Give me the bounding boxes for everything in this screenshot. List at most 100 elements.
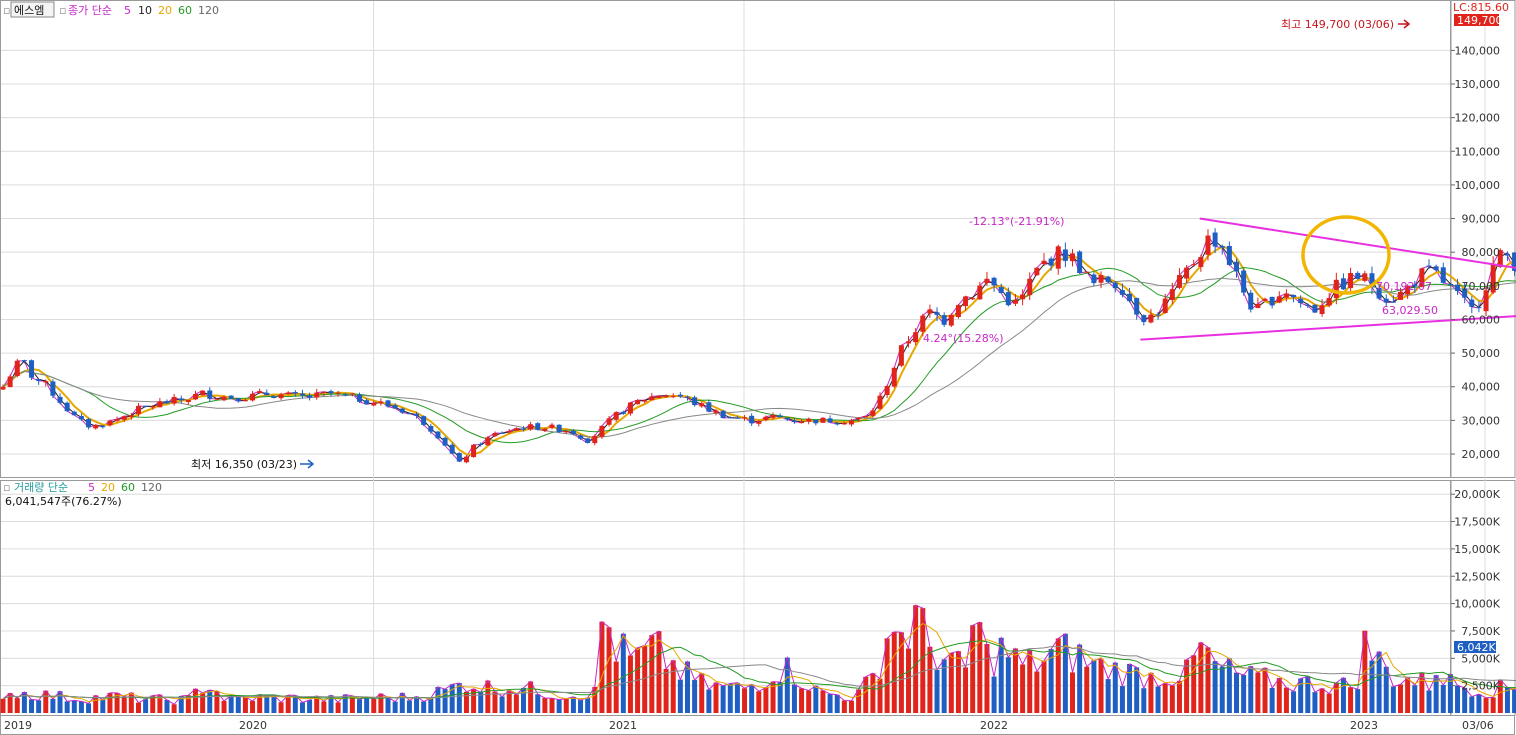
price-tick-label: 90,000 (1462, 213, 1501, 226)
volume-tick-label: 5,000K (1461, 652, 1500, 665)
candle-body (955, 305, 961, 317)
candle-body (463, 456, 469, 463)
candle-body (592, 435, 598, 444)
volume-bar (1219, 666, 1225, 713)
volume-bar (1426, 690, 1432, 713)
volume-bar (1298, 678, 1304, 713)
candle-body (1397, 291, 1403, 300)
candle-body (1455, 284, 1461, 291)
lower-trendline-end: 63,029.50 (1382, 304, 1438, 317)
ma60-label: 60 (178, 4, 192, 17)
volume-bar (1326, 693, 1332, 713)
candle-body (1020, 294, 1026, 300)
volume-bar (542, 698, 548, 713)
candle-body (200, 390, 206, 396)
candle-body (1176, 275, 1182, 288)
volume-bar (749, 684, 755, 713)
volume-tick-label: 20,000K (1454, 488, 1500, 501)
candle-body (528, 424, 534, 430)
candle-body (913, 332, 919, 343)
candle-body (1383, 298, 1389, 303)
candle-body (542, 428, 548, 432)
last-volume-badge-box (1454, 641, 1496, 653)
lower-trendline[interactable] (1140, 309, 1516, 341)
last-volume-text: 6,041,547주(76.27%) (5, 495, 122, 508)
volume-bar (299, 702, 305, 713)
candle-body (1483, 290, 1489, 312)
candle-body (342, 394, 348, 396)
volume-bar (371, 698, 377, 713)
volume-tick-label: 17,500K (1454, 516, 1500, 529)
volume-bar (171, 704, 177, 713)
candle-body (1504, 254, 1510, 256)
candle-body (1077, 251, 1083, 273)
candle-body (1105, 276, 1111, 283)
price-tick-label: 110,000 (1455, 145, 1501, 158)
date-label-2020: 2020 (239, 719, 267, 732)
volume-bar (1198, 642, 1204, 713)
candle-body (506, 431, 512, 433)
vol-ma60-line (2, 640, 1516, 700)
stock-name-box[interactable] (10, 1, 55, 18)
volume-bar (1476, 694, 1482, 713)
volume-bar (677, 679, 683, 713)
volume-bar (1062, 633, 1068, 713)
volume-bar (1041, 660, 1047, 713)
volume-bar (1012, 648, 1018, 713)
upper-trendline[interactable] (1199, 217, 1516, 286)
volume-bar (863, 676, 869, 713)
candle-body (1212, 232, 1218, 247)
volume-bar (78, 701, 84, 713)
legend-bullet-ma: ▫ (59, 4, 66, 17)
price-tick-label: 50,000 (1462, 347, 1501, 360)
volume-bar (563, 698, 569, 713)
high-annotation: 최고 149,700 (03/06) (1281, 18, 1394, 31)
volume-bar (1283, 687, 1289, 713)
volume-bar (763, 687, 769, 713)
volume-bar (813, 685, 819, 713)
candle-body (357, 394, 362, 402)
volume-bar (963, 667, 969, 713)
candle-body (1333, 279, 1339, 299)
price-tick-label: 60,000 (1462, 313, 1501, 326)
candle-body (749, 415, 755, 424)
volume-bar (977, 622, 983, 713)
candle-body (278, 394, 284, 399)
candle-body (399, 408, 405, 413)
volume-bar (1005, 657, 1011, 713)
candle-body (934, 312, 940, 315)
volume-bar (1405, 677, 1411, 713)
volume-bar (335, 702, 341, 713)
candle-body (1241, 270, 1247, 293)
volume-bar (585, 697, 591, 713)
candle-body (670, 396, 676, 398)
volume-bar (692, 679, 698, 713)
candle-body (578, 435, 584, 439)
volume-bar (1155, 686, 1161, 713)
candle-body (1070, 253, 1076, 262)
volume-bar (143, 699, 149, 713)
volume-bar (1191, 655, 1197, 713)
volume-bar (1412, 685, 1418, 713)
volume-bar (1469, 696, 1475, 713)
volume-bar (378, 693, 384, 713)
candle-body (684, 396, 690, 398)
volume-bar (827, 693, 833, 713)
candle-body (1269, 296, 1275, 306)
candle-body (813, 419, 819, 424)
candle-body (699, 403, 705, 407)
volume-bar (406, 700, 412, 713)
candle-body (1440, 267, 1446, 283)
volume-bar (1098, 658, 1104, 713)
candle-body (1226, 245, 1232, 265)
trendlines[interactable] (1140, 217, 1516, 341)
candle-body (1134, 298, 1140, 315)
volume-bar (421, 701, 427, 713)
candle-body (442, 437, 448, 446)
candle-body (1283, 293, 1289, 298)
x-grid (373, 1, 1486, 714)
volume-bar (1205, 647, 1211, 713)
volume-bar (228, 695, 234, 713)
candle-body (435, 431, 441, 439)
